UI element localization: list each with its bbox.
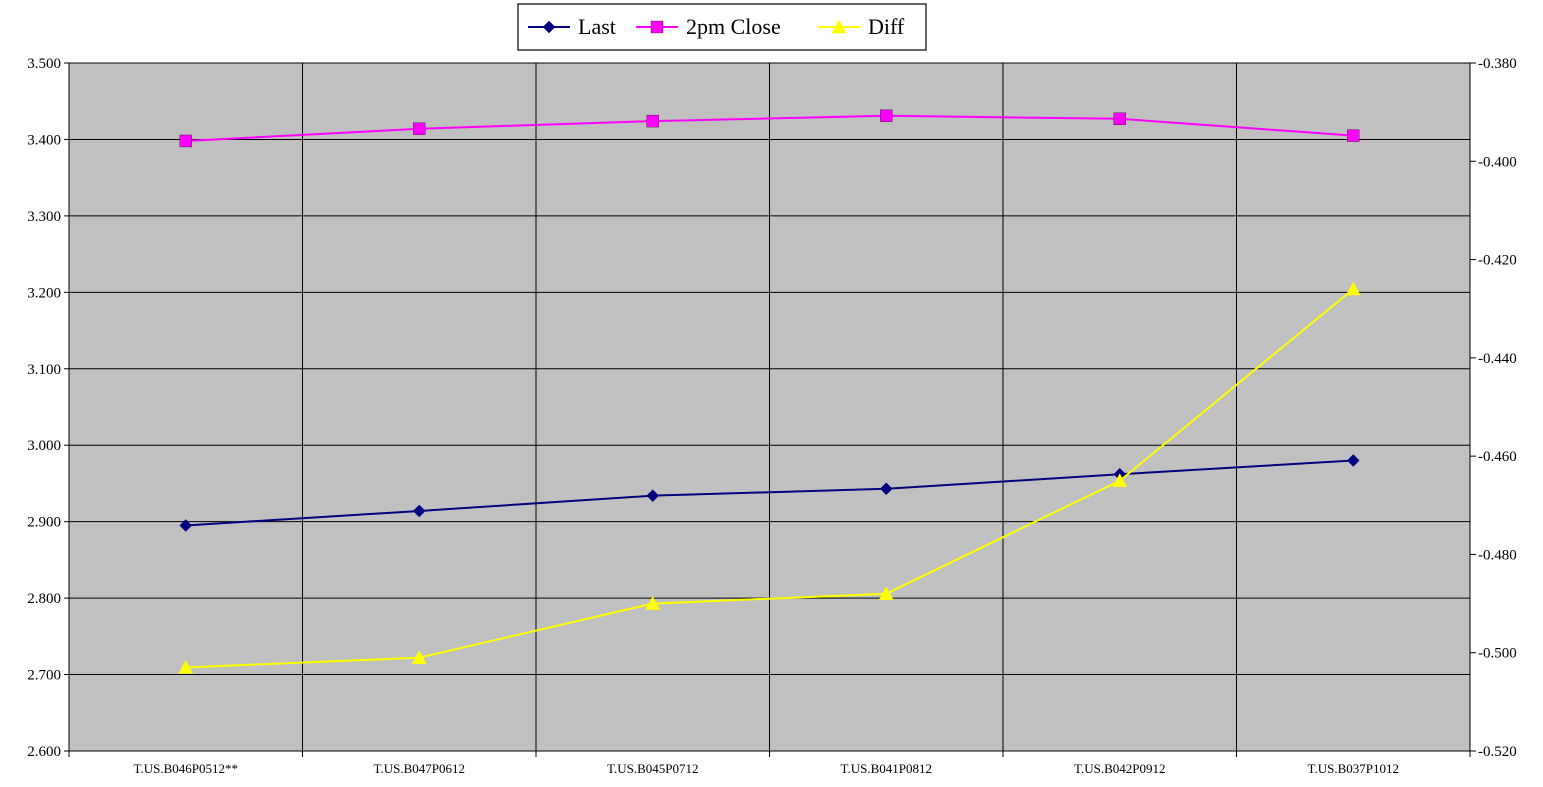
legend-marker-last [542, 20, 556, 34]
legend: Last 2pm Close Diff [517, 3, 927, 51]
series-line-2pm-close [185, 114, 1354, 142]
data-point-diff [878, 586, 894, 600]
data-point-2pm-close [1113, 112, 1126, 125]
right-tick-label: -0.420 [1478, 253, 1517, 269]
legend-label-last: Last [578, 14, 616, 39]
x-tick-label: T.US.B045P0712 [607, 761, 699, 776]
data-point-last [646, 489, 660, 503]
right-tick-label: -0.500 [1478, 646, 1517, 662]
left-tick-label: 2.800 [27, 591, 61, 607]
right-tick-label: -0.480 [1478, 547, 1517, 563]
data-point-last [879, 482, 893, 496]
left-tick-label: 2.600 [27, 744, 61, 760]
left-tick-label: 3.200 [27, 285, 61, 301]
series-layer [178, 109, 1361, 674]
left-tick-label: 2.700 [27, 668, 61, 684]
legend-marker-2pm-close [650, 20, 664, 34]
left-tick-label: 3.400 [27, 132, 61, 148]
x-tick-label: T.US.B041P0812 [841, 761, 933, 776]
data-point-2pm-close [1347, 129, 1360, 142]
right-tick-label: -0.380 [1478, 56, 1517, 72]
data-point-diff [645, 596, 661, 610]
x-tick-label: T.US.B047P0612 [374, 761, 466, 776]
right-tick-label: -0.460 [1478, 449, 1517, 465]
legend-label-2pm-close: 2pm Close [686, 14, 781, 39]
right-tick-label: -0.400 [1478, 154, 1517, 170]
legend-marker-diff [831, 19, 847, 34]
left-tick-label: 3.500 [27, 56, 61, 72]
data-point-last [412, 504, 426, 518]
right-tick-label: -0.520 [1478, 744, 1517, 760]
series-line-last [185, 459, 1354, 527]
data-point-last [179, 519, 193, 532]
series-line-diff [185, 288, 1354, 669]
data-point-diff [411, 650, 427, 664]
right-tick-label: -0.440 [1478, 351, 1517, 367]
data-point-diff [1112, 473, 1128, 487]
left-tick-label: 3.300 [27, 209, 61, 225]
data-point-diff [178, 659, 194, 674]
left-tick-label: 3.100 [27, 362, 61, 378]
axes: 2.600 2.700 2.800 2.900 3.000 3.100 3.200 3.300… [27, 56, 1517, 776]
x-tick-label: T.US.B046P0512** [134, 761, 239, 776]
left-tick-label: 2.900 [27, 515, 61, 531]
grid-lines [69, 63, 1470, 751]
x-tick-label: T.US.B037P1012 [1308, 761, 1400, 776]
data-point-2pm-close [646, 114, 659, 128]
legend-label-diff: Diff [868, 14, 905, 39]
x-tick-label: T.US.B042P0912 [1074, 761, 1166, 776]
data-point-diff [1345, 281, 1361, 296]
left-tick-label: 3.000 [27, 438, 61, 454]
data-point-2pm-close [880, 109, 893, 122]
data-point-last [1346, 454, 1360, 467]
data-point-2pm-close [413, 122, 426, 135]
data-point-2pm-close [179, 134, 192, 148]
